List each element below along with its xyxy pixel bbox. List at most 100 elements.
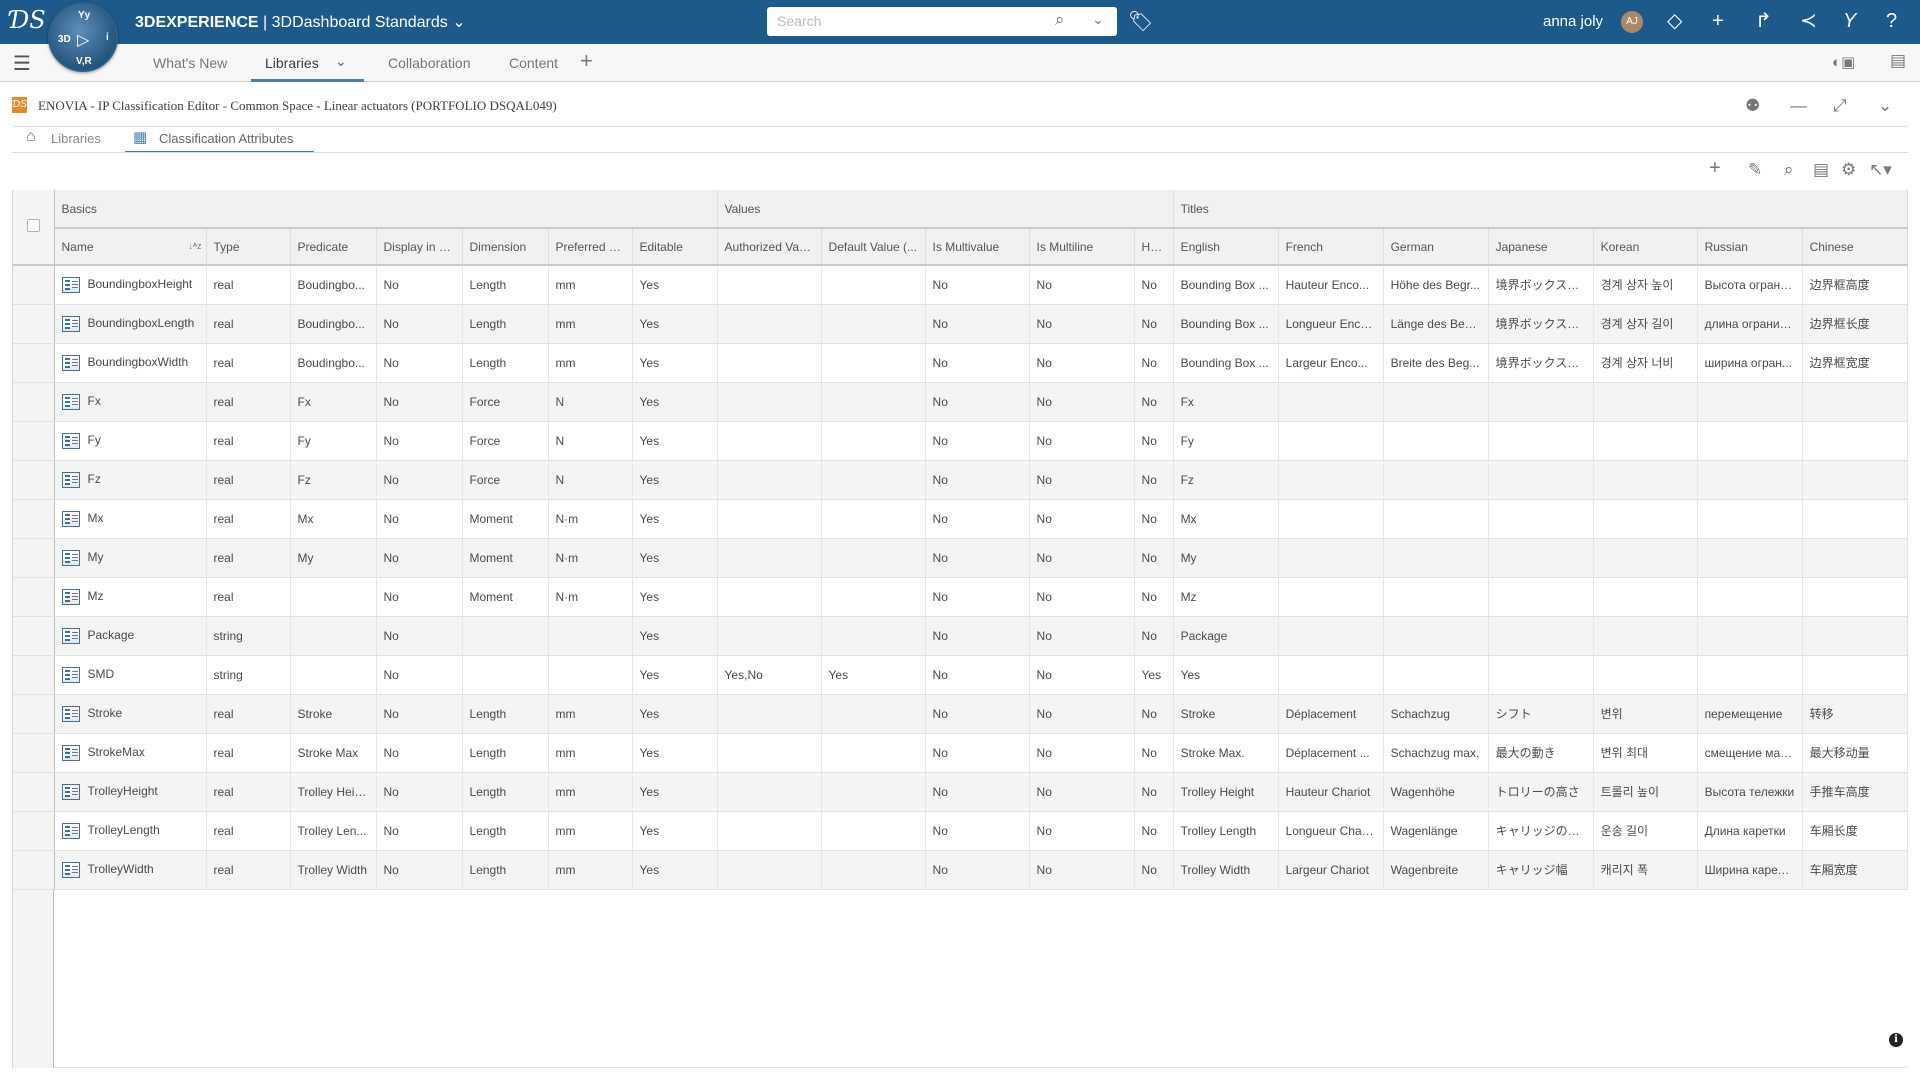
cell-german[interactable]: Wagenlänge xyxy=(1383,811,1489,851)
settings-gear-icon[interactable]: ⚙ xyxy=(1841,160,1857,179)
cell-german[interactable]: Länge des Beg... xyxy=(1383,304,1489,344)
cell-preferred-unit[interactable]: mm xyxy=(548,304,633,344)
chat-icon[interactable]: ▤ xyxy=(1890,51,1907,70)
column-header-editable[interactable]: Editable xyxy=(632,228,718,266)
cell-is-multivalue[interactable]: No xyxy=(925,460,1030,500)
row-selector[interactable] xyxy=(13,460,55,500)
column-header-german[interactable]: German xyxy=(1383,228,1489,266)
cell-chinese[interactable] xyxy=(1802,499,1908,539)
cell-preferred-unit[interactable]: N·m xyxy=(548,538,633,578)
subtab-classification-attributes[interactable]: Classification Attributes xyxy=(159,131,294,146)
tab-collaboration[interactable]: Collaboration xyxy=(388,55,471,71)
cell-english[interactable]: My xyxy=(1173,538,1279,578)
tag-icon[interactable]: 🏷︎ xyxy=(1128,11,1154,33)
cell-english[interactable]: Fz xyxy=(1173,460,1279,500)
cell-dimension[interactable]: Force xyxy=(462,382,549,422)
cell-display-in-6[interactable]: No xyxy=(376,343,463,383)
cell-type[interactable]: real xyxy=(206,304,291,344)
cell-japanese[interactable]: キャリッジ幅 xyxy=(1488,850,1594,890)
cell-german[interactable]: Breite des Beg... xyxy=(1383,343,1489,383)
cell-is-multiline[interactable]: No xyxy=(1029,343,1135,383)
cell-ha[interactable]: No xyxy=(1134,733,1174,773)
cell-predicate[interactable]: Fx xyxy=(290,382,377,422)
user-settings-icon[interactable]: ⚉ xyxy=(1745,96,1761,115)
cell-editable[interactable]: Yes xyxy=(632,460,718,500)
cell-type[interactable]: real xyxy=(206,343,291,383)
cell-name[interactable]: Fx xyxy=(54,382,207,422)
cell-default-value[interactable] xyxy=(821,694,926,734)
cell-chinese[interactable]: 车厢长度 xyxy=(1802,811,1908,851)
apps-yy-icon[interactable]: Y xyxy=(1843,10,1857,32)
cell-korean[interactable]: 트롤리 높이 xyxy=(1593,772,1698,812)
cell-is-multivalue[interactable]: No xyxy=(925,382,1030,422)
column-header-english[interactable]: English xyxy=(1173,228,1279,266)
cell-authorized-valu[interactable] xyxy=(717,616,822,656)
cell-german[interactable] xyxy=(1383,538,1489,578)
cell-english[interactable]: Fx xyxy=(1173,382,1279,422)
cell-display-in-6[interactable]: No xyxy=(376,850,463,890)
cell-dimension[interactable]: Moment xyxy=(462,499,549,539)
table-row[interactable]: Fx real Fx No Force N Yes No No No Fx xyxy=(13,382,1908,422)
cell-french[interactable] xyxy=(1278,616,1384,656)
cell-english[interactable]: Mz xyxy=(1173,577,1279,617)
cell-authorized-valu[interactable] xyxy=(717,772,822,812)
row-selector[interactable] xyxy=(13,850,55,890)
cell-editable[interactable]: Yes xyxy=(632,733,718,773)
cell-authorized-valu[interactable]: Yes,No xyxy=(717,655,822,695)
cell-type[interactable]: real xyxy=(206,499,291,539)
search-input[interactable] xyxy=(777,13,1047,29)
cell-name[interactable]: Package xyxy=(54,616,207,656)
cell-ha[interactable]: No xyxy=(1134,421,1174,461)
column-header-japanese[interactable]: Japanese xyxy=(1488,228,1594,266)
row-selector[interactable] xyxy=(13,382,55,422)
cell-ha[interactable]: No xyxy=(1134,499,1174,539)
chevron-down-icon[interactable]: ⌄ xyxy=(335,53,347,69)
cell-display-in-6[interactable]: No xyxy=(376,577,463,617)
cell-german[interactable]: Schachzug xyxy=(1383,694,1489,734)
cell-japanese[interactable]: 最大の動き xyxy=(1488,733,1594,773)
cell-authorized-valu[interactable] xyxy=(717,460,822,500)
cell-dimension[interactable]: Length xyxy=(462,733,549,773)
cell-type[interactable]: string xyxy=(206,655,291,695)
cell-german[interactable] xyxy=(1383,421,1489,461)
cell-predicate[interactable]: Mx xyxy=(290,499,377,539)
cell-authorized-valu[interactable] xyxy=(717,811,822,851)
cell-ha[interactable]: Yes xyxy=(1134,655,1174,695)
column-header-french[interactable]: French xyxy=(1278,228,1384,266)
ds-logo-icon[interactable]: ƊS xyxy=(10,6,46,34)
cell-korean[interactable] xyxy=(1593,421,1698,461)
column-header-is-multivalue[interactable]: Is Multivalue xyxy=(925,228,1030,266)
tab-libraries[interactable]: Libraries xyxy=(265,55,319,71)
row-selector[interactable] xyxy=(13,733,55,773)
row-selector[interactable] xyxy=(13,304,55,344)
cell-russian[interactable]: Ширина каретки xyxy=(1697,850,1803,890)
cell-korean[interactable] xyxy=(1593,538,1698,578)
cell-display-in-6[interactable]: No xyxy=(376,616,463,656)
column-header-chinese[interactable]: Chinese xyxy=(1802,228,1908,266)
cell-display-in-6[interactable]: No xyxy=(376,460,463,500)
cell-authorized-valu[interactable] xyxy=(717,421,822,461)
video-icon[interactable]: ◐▣ xyxy=(1832,54,1856,71)
add-icon[interactable]: + xyxy=(1709,157,1721,179)
cell-authorized-valu[interactable] xyxy=(717,733,822,773)
cell-ha[interactable]: No xyxy=(1134,850,1174,890)
cell-is-multiline[interactable]: No xyxy=(1029,304,1135,344)
cell-name[interactable]: Stroke xyxy=(54,694,207,734)
cell-authorized-valu[interactable] xyxy=(717,265,822,305)
cell-editable[interactable]: Yes xyxy=(632,811,718,851)
sort-ascending-icon[interactable]: ↓ᴬᴢ xyxy=(188,241,202,251)
cell-predicate[interactable]: Fz xyxy=(290,460,377,500)
cell-type[interactable]: real xyxy=(206,772,291,812)
cell-russian[interactable] xyxy=(1697,421,1803,461)
cell-japanese[interactable] xyxy=(1488,616,1594,656)
cell-is-multiline[interactable]: No xyxy=(1029,772,1135,812)
cell-french[interactable]: Hauteur Enco... xyxy=(1278,265,1384,305)
cell-french[interactable] xyxy=(1278,499,1384,539)
cell-german[interactable] xyxy=(1383,499,1489,539)
table-row[interactable]: TrolleyWidth real Trolley Width No Length mm Y… xyxy=(13,850,1908,890)
cell-russian[interactable] xyxy=(1697,460,1803,500)
cell-editable[interactable]: Yes xyxy=(632,382,718,422)
cell-default-value[interactable] xyxy=(821,850,926,890)
cell-is-multiline[interactable]: No xyxy=(1029,421,1135,461)
cell-default-value[interactable] xyxy=(821,538,926,578)
